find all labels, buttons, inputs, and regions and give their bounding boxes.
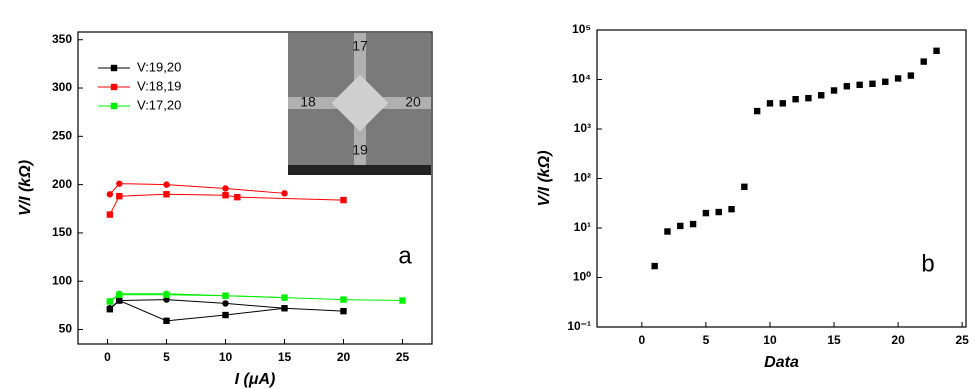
data-point bbox=[163, 181, 170, 188]
data-point bbox=[106, 298, 114, 305]
plot-frame bbox=[77, 31, 433, 345]
data-point bbox=[753, 107, 761, 115]
annotation: a bbox=[398, 242, 412, 269]
data-point bbox=[106, 305, 114, 312]
data-point bbox=[933, 47, 940, 55]
data-point bbox=[116, 290, 123, 297]
data-point bbox=[222, 311, 229, 319]
legend-label: V:18,19 bbox=[137, 78, 181, 93]
data-point bbox=[116, 193, 123, 200]
y-axis-label: V/I (kΩ) bbox=[17, 160, 34, 216]
data-point bbox=[907, 72, 915, 79]
data-point bbox=[281, 305, 288, 312]
inset-label: 20 bbox=[405, 94, 421, 110]
x-tick-label: 25 bbox=[955, 333, 969, 347]
legend-label: V:19,20 bbox=[137, 59, 181, 74]
data-point bbox=[882, 78, 889, 85]
data-point bbox=[920, 58, 927, 65]
y-tick-label: 10⁰ bbox=[573, 270, 591, 284]
x-tick-label: 5 bbox=[163, 350, 170, 364]
data-point bbox=[163, 317, 170, 325]
series-line bbox=[109, 294, 403, 302]
x-tick-label: 20 bbox=[891, 333, 905, 347]
x-tick-label: 0 bbox=[104, 350, 111, 364]
y-tick-label: 300 bbox=[52, 80, 72, 94]
data-point bbox=[805, 94, 812, 102]
x-axis-label: I (μA) bbox=[235, 371, 276, 388]
data-point bbox=[340, 307, 347, 315]
data-point bbox=[281, 294, 288, 301]
legend-marker bbox=[110, 64, 118, 72]
data-point bbox=[163, 191, 170, 198]
inset-label: 18 bbox=[300, 94, 316, 110]
data-point bbox=[222, 292, 229, 299]
data-point bbox=[651, 262, 658, 270]
x-axis-label: Data bbox=[764, 354, 799, 371]
data-point bbox=[894, 75, 902, 82]
data-point bbox=[281, 190, 288, 197]
legend-label: V:17,20 bbox=[137, 97, 181, 112]
data-point bbox=[222, 192, 229, 199]
y-tick-label: 10⁴ bbox=[572, 72, 591, 86]
data-point bbox=[106, 191, 114, 198]
data-point bbox=[234, 193, 241, 201]
y-tick-label: 10⁵ bbox=[572, 22, 591, 36]
y-tick-label: 10⁻¹ bbox=[567, 319, 591, 333]
inset-footer bbox=[288, 165, 431, 175]
data-point bbox=[116, 297, 123, 304]
inset-label: 17 bbox=[352, 38, 368, 54]
data-point bbox=[715, 208, 722, 216]
data-point bbox=[830, 87, 838, 94]
data-point bbox=[106, 211, 114, 218]
data-point bbox=[163, 296, 170, 303]
x-tick-label: 15 bbox=[827, 333, 841, 347]
data-point bbox=[792, 95, 799, 103]
inset-label: 19 bbox=[352, 142, 368, 158]
data-point bbox=[818, 92, 825, 99]
x-tick-label: 5 bbox=[703, 333, 710, 347]
y-tick-label: 50 bbox=[59, 322, 73, 336]
data-point bbox=[843, 83, 851, 90]
x-tick-label: 0 bbox=[639, 333, 646, 347]
data-point bbox=[689, 220, 697, 228]
data-point bbox=[779, 100, 786, 107]
data-point bbox=[741, 183, 748, 190]
y-tick-label: 10³ bbox=[574, 121, 591, 135]
x-tick-label: 20 bbox=[337, 350, 351, 364]
data-point bbox=[222, 300, 229, 307]
series-line bbox=[109, 183, 285, 195]
data-point bbox=[869, 80, 876, 87]
annotation: b bbox=[921, 250, 934, 277]
y-tick-label: 200 bbox=[52, 177, 72, 191]
x-tick-label: 25 bbox=[396, 350, 410, 364]
data-point bbox=[766, 100, 774, 107]
y-tick-label: 10¹ bbox=[574, 220, 591, 234]
series-line bbox=[109, 299, 285, 309]
data-point bbox=[399, 297, 406, 304]
data-point bbox=[222, 185, 229, 192]
data-point bbox=[340, 296, 347, 303]
data-point bbox=[677, 222, 684, 230]
data-point bbox=[664, 228, 671, 235]
x-tick-label: 10 bbox=[219, 350, 233, 364]
x-tick-label: 10 bbox=[763, 333, 777, 347]
y-tick-label: 100 bbox=[52, 273, 72, 287]
y-axis-label: V/I (kΩ) bbox=[536, 150, 553, 206]
data-point bbox=[340, 196, 347, 204]
data-point bbox=[702, 209, 710, 217]
y-tick-label: 150 bbox=[52, 225, 72, 239]
data-point bbox=[728, 205, 735, 213]
y-tick-label: 250 bbox=[52, 128, 72, 142]
data-point bbox=[163, 290, 170, 297]
y-tick-label: 350 bbox=[52, 32, 72, 46]
data-point bbox=[856, 81, 863, 89]
legend-marker bbox=[110, 83, 118, 91]
data-point bbox=[116, 180, 123, 187]
legend-marker bbox=[110, 102, 118, 110]
x-tick-label: 15 bbox=[278, 350, 292, 364]
y-tick-label: 10² bbox=[574, 171, 591, 185]
